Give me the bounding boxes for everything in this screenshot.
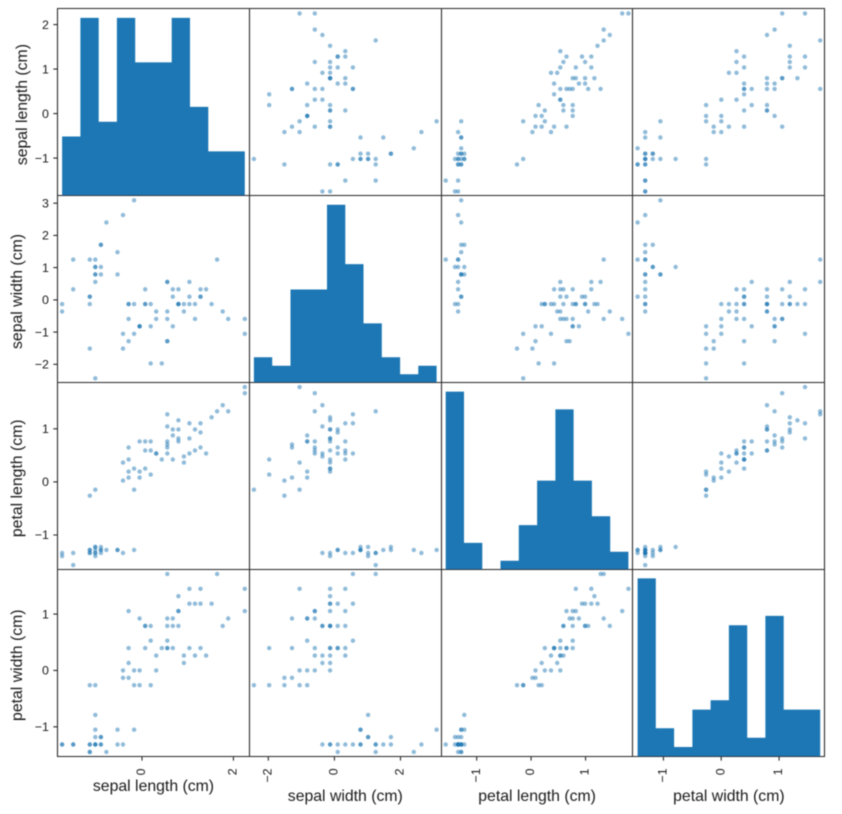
svg-text:sepal length (cm): sepal length (cm) (93, 778, 214, 795)
svg-text:2: 2 (42, 229, 49, 243)
svg-text:1: 1 (42, 261, 49, 275)
svg-text:0: 0 (327, 768, 341, 775)
svg-text:petal width (cm): petal width (cm) (673, 788, 785, 805)
svg-text:−2: −2 (260, 768, 274, 782)
svg-text:1: 1 (771, 768, 785, 775)
svg-text:0: 0 (42, 107, 49, 121)
svg-text:petal length (cm): petal length (cm) (9, 419, 26, 537)
svg-text:sepal length (cm): sepal length (cm) (14, 44, 31, 165)
svg-text:0: 0 (42, 293, 49, 307)
svg-text:−2: −2 (35, 358, 49, 372)
svg-text:petal width (cm): petal width (cm) (9, 609, 26, 721)
svg-text:0: 0 (523, 768, 537, 775)
svg-text:1: 1 (42, 422, 49, 436)
svg-text:sepal width (cm): sepal width (cm) (9, 234, 26, 349)
svg-text:−1: −1 (656, 768, 670, 782)
svg-text:2: 2 (393, 768, 407, 775)
svg-text:−1: −1 (35, 151, 49, 165)
svg-text:0: 0 (713, 768, 727, 775)
svg-text:−1: −1 (35, 325, 49, 339)
svg-text:3: 3 (42, 196, 49, 210)
svg-text:1: 1 (578, 768, 592, 775)
svg-text:2: 2 (226, 768, 240, 775)
svg-text:0: 0 (42, 664, 49, 678)
svg-text:2: 2 (42, 18, 49, 32)
svg-text:petal length (cm): petal length (cm) (478, 788, 596, 805)
svg-text:−1: −1 (469, 768, 483, 782)
svg-text:0: 0 (42, 475, 49, 489)
svg-text:sepal width (cm): sepal width (cm) (288, 788, 403, 805)
svg-text:1: 1 (42, 62, 49, 76)
svg-text:0: 0 (134, 768, 148, 775)
svg-text:−1: −1 (35, 528, 49, 542)
svg-text:−1: −1 (35, 720, 49, 734)
svg-text:1: 1 (42, 607, 49, 621)
